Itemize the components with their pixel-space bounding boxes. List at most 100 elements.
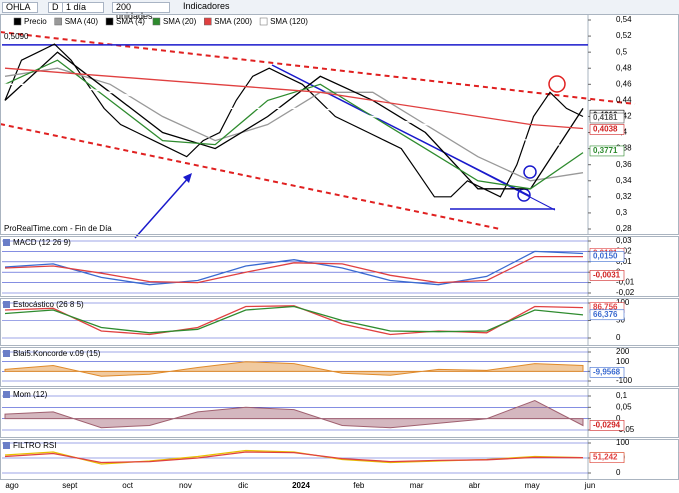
y-tick-label: 50 (616, 316, 625, 325)
series-line (4, 250, 584, 286)
y-tick-label: -0,02 (616, 288, 635, 297)
value-tag-label: -0,0294 (593, 420, 621, 429)
indicators-button[interactable]: Indicadores (180, 2, 240, 11)
value-tag-label: 86,756 (593, 303, 618, 312)
indicator-icon (3, 442, 10, 449)
x-tick-label: abr (469, 481, 481, 490)
legend-label: SMA (20) (163, 17, 197, 26)
x-tick-label: mar (410, 481, 424, 490)
units[interactable]: 200 unidades (112, 2, 170, 21)
y-tick-label: 0 (616, 414, 621, 423)
x-tick-label: jun (584, 481, 596, 490)
y-tick-label: 0,48 (616, 63, 632, 72)
value-tag (589, 270, 625, 281)
y-tick-label: 0,36 (616, 160, 632, 169)
legend-swatch (54, 17, 62, 26)
arrow-head (183, 173, 192, 183)
legend-label: SMA (40) (65, 17, 99, 26)
source: ProRealTime.com - Fin de Día (4, 224, 112, 233)
value-tag (589, 452, 625, 463)
indicator-title: Estocástico (26 8 5) (13, 300, 84, 309)
highlight-circle (523, 165, 537, 179)
y-tick-label: 0 (616, 468, 621, 477)
panel (0, 236, 679, 297)
value-tag (589, 420, 625, 431)
x-tick-label: may (525, 481, 540, 490)
panel (0, 14, 679, 235)
panel (0, 298, 679, 346)
value-tag-label: 0,4038 (593, 125, 618, 134)
y-tick-label: 0,46 (616, 79, 632, 88)
series-line (4, 305, 584, 334)
y-tick-label: 0,44 (616, 95, 632, 104)
series-line (4, 67, 584, 130)
y-tick-label: 0,1 (616, 391, 628, 400)
legend-label: SMA (4) (116, 17, 145, 26)
y-tick-label: 0,52 (616, 31, 632, 40)
value-tag (589, 309, 625, 321)
legend-label: Precio (24, 17, 47, 26)
y-tick-label: -0,05 (616, 425, 635, 434)
highlight-circle (548, 75, 566, 93)
legend-swatch (259, 17, 268, 26)
y-tick-label: 0,05 (616, 402, 632, 411)
y-tick-label: 0,5 (616, 47, 628, 56)
y-tick-label: -0,01 (616, 278, 635, 287)
indicator-title: Blai5.Koncorde v.09 (15) (13, 349, 101, 358)
symbol-box[interactable]: OHLA (2, 2, 38, 13)
y-tick-label: -100 (616, 376, 633, 385)
indicator-title: FILTRO RSI (13, 441, 56, 450)
y-tick-label: 100 (616, 438, 630, 447)
x-tick-label: ago (5, 481, 19, 490)
y-tick-label: 0,3 (616, 208, 628, 217)
y-tick-label: 0,32 (616, 192, 632, 201)
y-tick-label: 200 (616, 347, 630, 356)
area (4, 399, 584, 429)
series-line (4, 67, 584, 182)
arrow (134, 175, 191, 239)
value-tag (589, 145, 625, 157)
value-tag (589, 366, 625, 378)
value-tag (589, 251, 625, 262)
annotations (0, 31, 636, 239)
value-tag-label: -9,9568 (593, 367, 621, 376)
legend-swatch (152, 17, 161, 26)
series-line (4, 305, 584, 336)
series-line (4, 451, 584, 464)
legend-label: SMA (120) (270, 17, 308, 26)
value-tag-label: 0,3771 (593, 146, 618, 155)
indicator-icon (3, 350, 10, 357)
y-tick-label: 0,28 (616, 224, 632, 233)
y-tick-label: 100 (616, 357, 630, 366)
indicator-title: MACD (12 26 9) (13, 238, 71, 247)
channel-upper (0, 31, 636, 105)
series-line (4, 51, 584, 190)
value-tag (589, 124, 625, 135)
indicator-icon (3, 391, 10, 398)
toolbar: OHLA D 1 día 200 unidades Indicadores (0, 0, 679, 21)
x-tick-label: nov (179, 481, 192, 490)
y-tick-label: 0,03 (616, 236, 632, 245)
value-tag-label: 51,242 (593, 453, 618, 462)
y-tick-label: 0,54 (616, 15, 632, 24)
x-tick-label: feb (353, 481, 365, 490)
value-tag-label: 0,4181 (593, 113, 618, 122)
value-tag-label: 66,376 (593, 310, 618, 319)
x-tick-label: oct (122, 481, 133, 490)
period[interactable]: 1 día (62, 2, 104, 13)
indicator-icon (3, 239, 10, 246)
channel-lower (0, 123, 501, 230)
legend-swatch (13, 17, 22, 26)
series-line (4, 43, 584, 198)
series-line (4, 59, 584, 190)
series-line (5, 83, 584, 150)
x-tick-label: 2024 (292, 481, 310, 490)
value-tag-label: 0,0150 (593, 252, 618, 261)
area (4, 361, 584, 377)
x-tick-label: sept (62, 481, 78, 490)
value-tag-label: -0,0031 (593, 271, 621, 280)
y-tick-label: 0,34 (616, 176, 632, 185)
legend-swatch (204, 17, 212, 26)
value-tag (589, 112, 625, 124)
